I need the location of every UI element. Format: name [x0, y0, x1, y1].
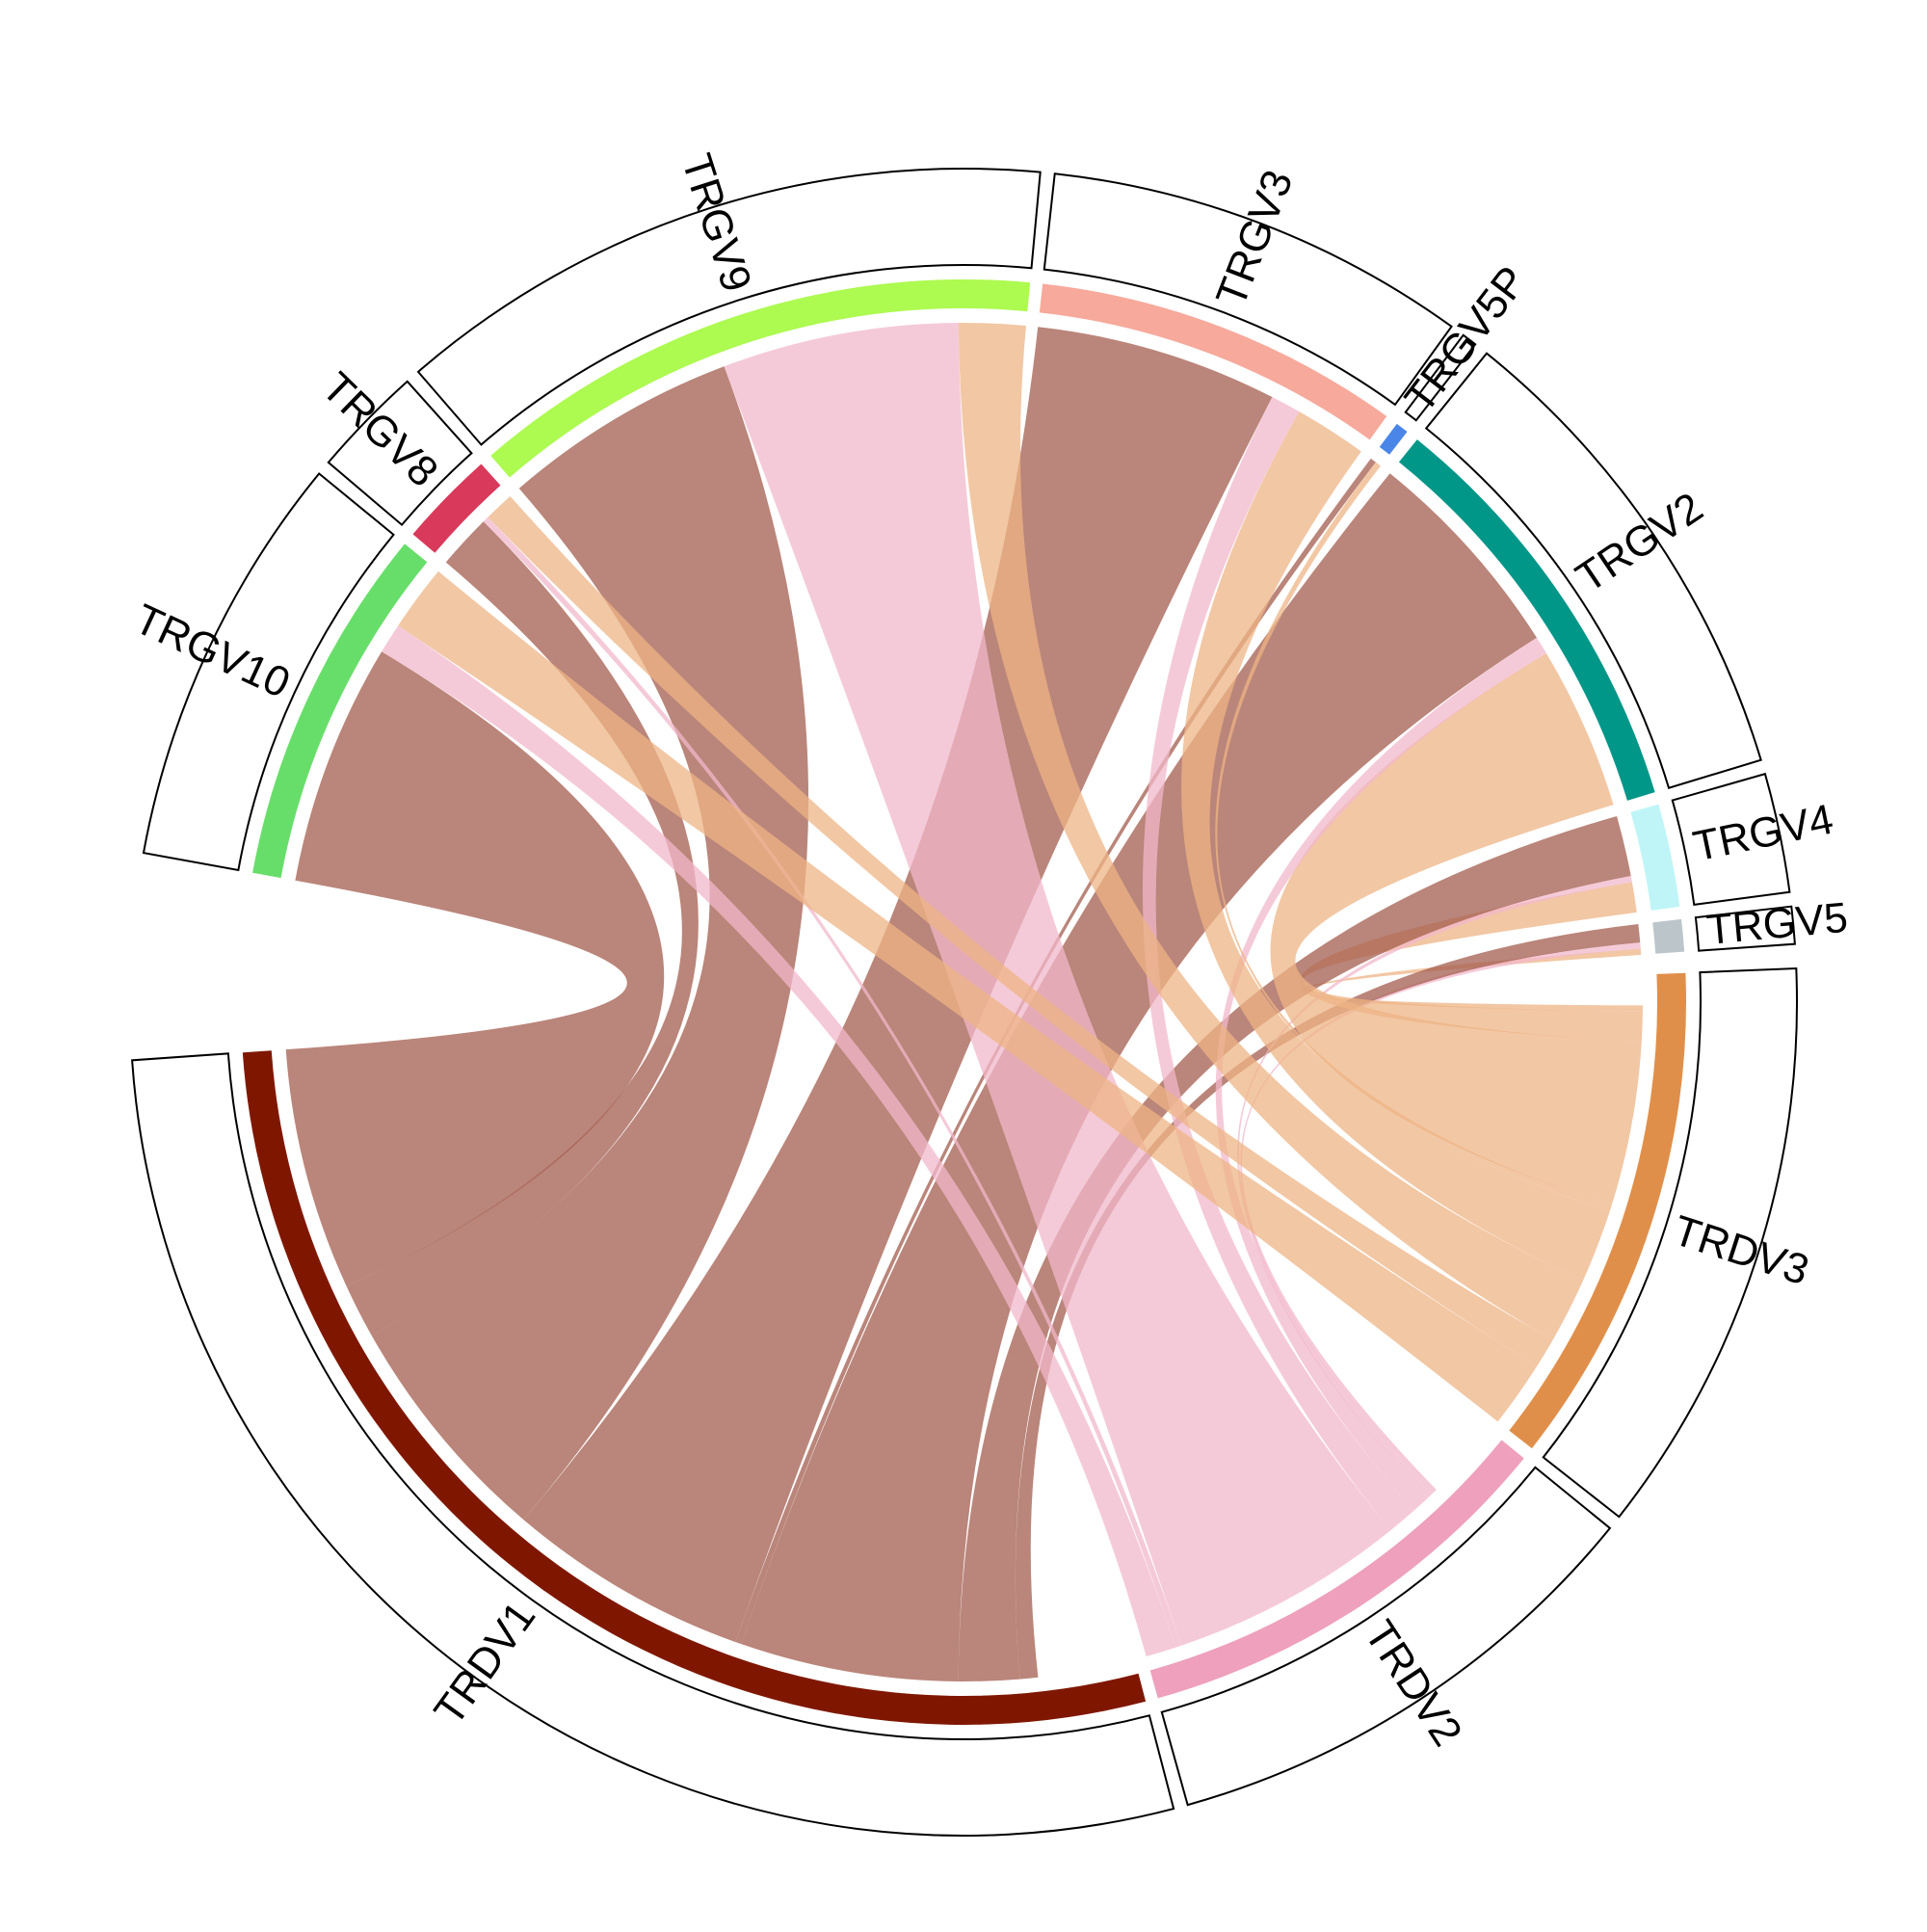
sector-label-boxes — [131, 168, 1798, 1837]
ribbon-trgv4-trdv3 — [1300, 882, 1643, 1043]
sector-box-trgv5p — [1404, 333, 1477, 422]
sector-box-trdv2 — [1160, 1466, 1612, 1807]
sector-track-trgv3 — [1039, 283, 1387, 440]
sector-track-trgv2 — [1398, 439, 1655, 801]
ribbon-trgv10-trdv1 — [285, 651, 665, 1287]
sector-box-trgv9 — [416, 168, 1042, 446]
sector-box-trdv1 — [131, 1052, 1175, 1837]
sector-label-trgv3: TRGV3 — [1207, 164, 1302, 313]
ribbon-trgv3-trdv1 — [523, 327, 1273, 1643]
ribbon-trgv9-trdv2 — [724, 323, 1391, 1646]
sector-box-trgv2 — [1424, 352, 1762, 789]
ribbon-trgv2-trdv3 — [1270, 653, 1642, 1205]
ribbon-trgv2-trdv2 — [1215, 637, 1546, 1511]
sector-track-trgv8 — [412, 463, 501, 553]
sector-label-trgv9: TRGV9 — [673, 148, 760, 298]
sector-box-trgv3 — [1043, 172, 1453, 407]
sector-box-trgv8 — [327, 380, 473, 527]
ribbon-trgv5-trdv3 — [1302, 948, 1643, 1012]
sector-track-trgv10 — [252, 543, 428, 879]
ribbon-trgv9-trdv3 — [958, 323, 1584, 1340]
sector-box-trgv4 — [1671, 772, 1791, 907]
sector-track-trdv3 — [1509, 972, 1686, 1449]
sector-label-trgv10: TRGV10 — [127, 595, 297, 707]
sector-track-trgv5p — [1379, 423, 1408, 455]
ribbon-trgv10-trdv3 — [398, 570, 1538, 1422]
ribbon-trgv3-trdv3 — [1181, 411, 1610, 1281]
sector-track-trgv5 — [1652, 918, 1685, 954]
sector-tracks — [242, 279, 1686, 1726]
ribbon-trgv8-trdv3 — [488, 495, 1553, 1367]
sector-box-trgv5 — [1694, 905, 1796, 952]
sector-label-trgv4: TRGV4 — [1689, 796, 1837, 871]
sector-track-trdv2 — [1149, 1440, 1524, 1699]
sector-label-trgv2: TRGV2 — [1568, 484, 1711, 602]
ribbon-trgv2-trdv1 — [741, 473, 1537, 1681]
sector-track-trgv4 — [1630, 804, 1680, 911]
sector-label-trgv8: TRGV8 — [313, 363, 447, 495]
ribbon-trgv9-trdv1 — [371, 366, 809, 1521]
sector-box-trgv10 — [142, 472, 395, 872]
sector-label-trgv5: TRGV5 — [1704, 894, 1850, 954]
sector-box-trdv3 — [1542, 967, 1798, 1519]
ribbons — [285, 323, 1643, 1681]
sector-label-trdv2: TRDV2 — [1356, 1612, 1471, 1755]
sector-track-trgv9 — [490, 279, 1031, 478]
sector-label-trgv5p: TRGV5P — [1396, 258, 1537, 422]
sector-label-trdv3: TRDV3 — [1668, 1206, 1814, 1294]
